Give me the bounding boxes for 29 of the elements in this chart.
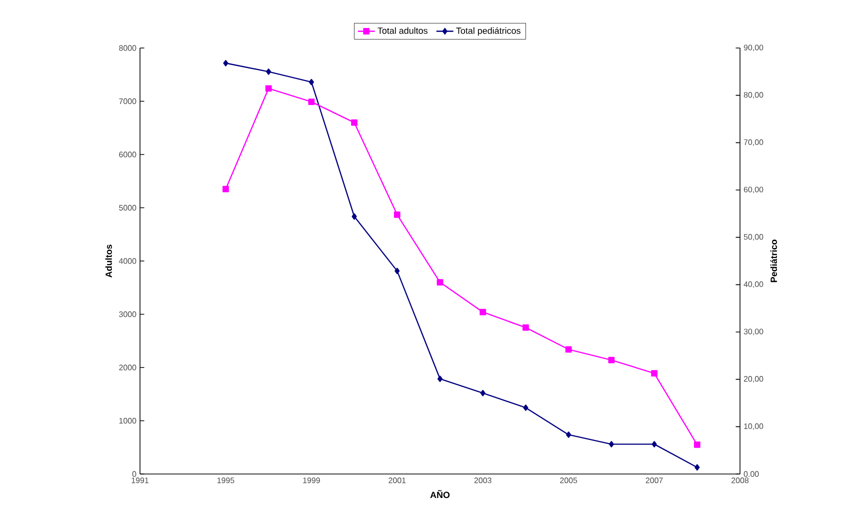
point [222,186,229,192]
point [523,404,528,411]
point [480,308,486,316]
point [652,440,657,448]
point [308,98,315,105]
point [265,85,272,92]
point [223,60,228,66]
point [436,279,444,286]
point [651,370,658,377]
point [437,376,443,382]
point [522,324,529,331]
point [308,78,314,86]
point [352,213,357,220]
point [608,440,614,448]
y2-axis-title: Pediátrico [770,240,777,282]
y-axis-title: Adultos [105,244,112,278]
point [394,268,400,274]
point [565,346,572,353]
point [351,119,358,126]
point [566,432,572,438]
point [266,68,272,75]
point [480,390,486,396]
point [608,356,615,364]
point [694,464,700,471]
legend-label: Total adultos [378,27,428,34]
point [694,442,700,448]
point [394,211,400,218]
x-axis-title: AÑO [430,490,450,498]
legend-label: Total pediátricos [456,27,520,36]
